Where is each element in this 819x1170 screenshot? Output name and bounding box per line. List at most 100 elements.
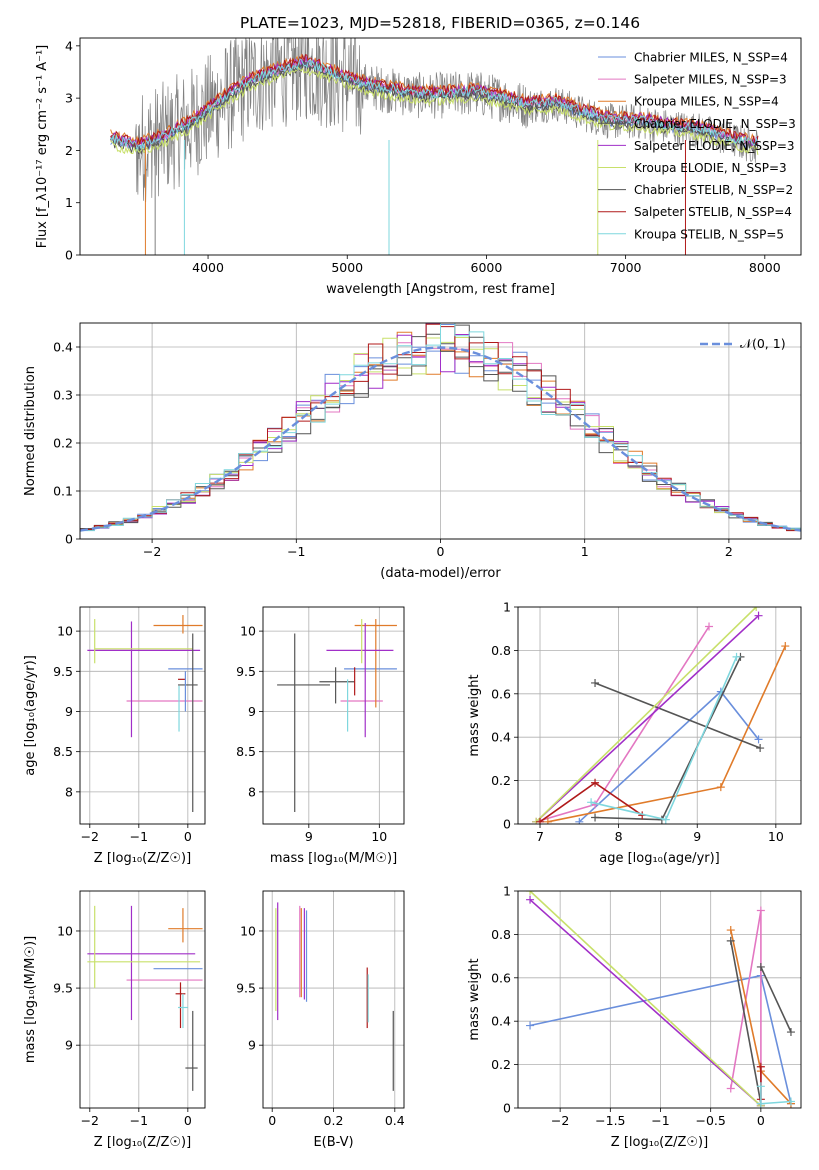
- weight-line: [529, 899, 762, 1107]
- y-tick-label: 9.5: [53, 981, 73, 996]
- point-marker: [526, 891, 535, 895]
- errorbar-group: [87, 615, 203, 812]
- weight-line: [535, 615, 760, 823]
- x-tick-label: −2: [551, 1113, 569, 1128]
- x-axis-label: E(B-V): [313, 1135, 353, 1150]
- point-marker: [591, 778, 600, 787]
- errorbar-group: [277, 619, 397, 812]
- point-marker: [575, 817, 584, 824]
- weight-line: [594, 682, 761, 749]
- point-marker: [756, 1062, 765, 1071]
- point-marker: [705, 622, 714, 631]
- weight-vs-age-panel: 7 8 9 10 0 0.2 0.4 0.6 0.8 1 age [log₁₀(age/yr)] ma…: [467, 600, 802, 866]
- y-tick-label: 9.5: [236, 664, 256, 679]
- y-axis-label: mass [log₁₀(M/M☉)]: [23, 936, 38, 1063]
- y-tick-label: 0.4: [491, 1014, 511, 1029]
- weight-line: [529, 891, 762, 1107]
- point-marker: [726, 936, 735, 945]
- x-tick-label: −1: [130, 1113, 148, 1128]
- y-tick-label: 1: [65, 195, 73, 210]
- x-tick-label: 9: [693, 829, 701, 844]
- x-axis-label: Z [log₁₀(Z/Z☉)]: [611, 1135, 708, 1150]
- y-tick-label: 10: [240, 923, 256, 938]
- x-tick-label: 0: [268, 1113, 276, 1128]
- axes-frame: [517, 890, 802, 1109]
- weight-lines: [526, 891, 795, 1108]
- x-tick-label: 7000: [610, 260, 642, 275]
- y-tick-label: 8.5: [53, 744, 73, 759]
- axes-frame: [79, 322, 802, 540]
- x-tick-label: −1: [130, 829, 148, 844]
- y-tick-label: 8: [248, 784, 256, 799]
- axes-frame: [79, 890, 206, 1109]
- axes-frame: [262, 606, 405, 825]
- histogram-lines: [80, 323, 801, 532]
- y-tick-label: 10: [57, 923, 73, 938]
- y-tick-label: 0.1: [53, 484, 73, 499]
- y-tick-label: 8.5: [236, 744, 256, 759]
- point-marker: [786, 1097, 795, 1106]
- point-marker: [526, 895, 535, 904]
- x-tick-label: −2: [143, 544, 161, 559]
- point-marker: [661, 815, 670, 824]
- x-tick-label: 9: [305, 829, 313, 844]
- y-tick-label: 0.3: [53, 388, 73, 403]
- model-spectrum-line: [110, 53, 759, 148]
- y-tick-label: 0: [503, 817, 511, 832]
- y-tick-label: 0.2: [53, 436, 73, 451]
- point-marker: [591, 678, 600, 687]
- x-tick-label: 6000: [471, 260, 503, 275]
- weight-lines: [532, 607, 790, 824]
- point-marker: [752, 607, 761, 611]
- y-axis-label: age [log₁₀(age/yr)]: [23, 655, 38, 776]
- point-marker: [726, 1084, 735, 1093]
- x-tick-label: 0.2: [324, 1113, 344, 1128]
- weight-line: [594, 656, 742, 821]
- legend-label: Chabrier STELIB, N_SSP=2: [634, 183, 793, 197]
- x-tick-label: 5000: [331, 260, 363, 275]
- y-tick-label: 1: [503, 600, 511, 615]
- mass-vs-metallicity-panel: −2 −1 0 9 9.5 10 Z [log₁₀(Z/Z☉)] mass [log₁₀(M/…: [23, 890, 206, 1150]
- x-tick-label: 10: [768, 829, 784, 844]
- y-tick-label: 9: [248, 1038, 256, 1053]
- errorbar-group: [87, 905, 203, 1091]
- y-tick-label: 0.2: [491, 773, 511, 788]
- point-marker: [526, 1021, 535, 1030]
- spectrum-legend: Chabrier MILES, N_SSP=4 Salpeter MILES, N…: [598, 51, 796, 241]
- x-tick-label: 7: [536, 829, 544, 844]
- weight-line: [760, 1086, 792, 1105]
- legend-label: Kroupa STELIB, N_SSP=5: [634, 227, 784, 241]
- y-tick-label: 1: [503, 884, 511, 899]
- y-tick-label: 8: [65, 784, 73, 799]
- y-tick-label: 0.4: [53, 340, 73, 355]
- axes-frame: [517, 606, 802, 825]
- x-tick-label: −1.5: [595, 1113, 625, 1128]
- spectrum-panel: 4000 5000 6000 7000 8000 0 1 2 3 4 wavelength [Ang…: [35, 37, 802, 297]
- x-tick-label: 0.4: [385, 1113, 405, 1128]
- point-marker: [754, 611, 763, 620]
- x-tick-label: −1: [651, 1113, 669, 1128]
- x-tick-label: −1: [287, 544, 305, 559]
- y-axis-label: mass weight: [467, 958, 482, 1040]
- x-axis-label: Z [log₁₀(Z/Z☉)]: [94, 1135, 191, 1150]
- y-tick-label: 10: [57, 624, 73, 639]
- errorbar-group: [275, 902, 394, 1091]
- model-spectrum-line: [110, 58, 759, 152]
- point-marker: [591, 813, 600, 822]
- x-tick-label: 4000: [192, 260, 224, 275]
- y-tick-label: 9.5: [236, 981, 256, 996]
- point-marker: [754, 735, 763, 744]
- point-marker: [543, 817, 552, 824]
- x-tick-label: 0: [757, 1113, 765, 1128]
- y-tick-label: 0.8: [491, 927, 511, 942]
- x-tick-label: 0: [184, 829, 192, 844]
- y-tick-label: 4: [65, 38, 73, 53]
- x-tick-label: 2: [725, 544, 733, 559]
- gaussian-curve: [80, 346, 801, 532]
- x-tick-label: 10: [371, 829, 387, 844]
- x-axis-label: age [log₁₀(age/yr)]: [599, 851, 720, 866]
- mass-vs-ebv-panel: 0 0.2 0.4 9 9.5 10 E(B-V): [236, 890, 405, 1150]
- point-marker: [786, 1028, 795, 1037]
- point-marker: [756, 744, 765, 753]
